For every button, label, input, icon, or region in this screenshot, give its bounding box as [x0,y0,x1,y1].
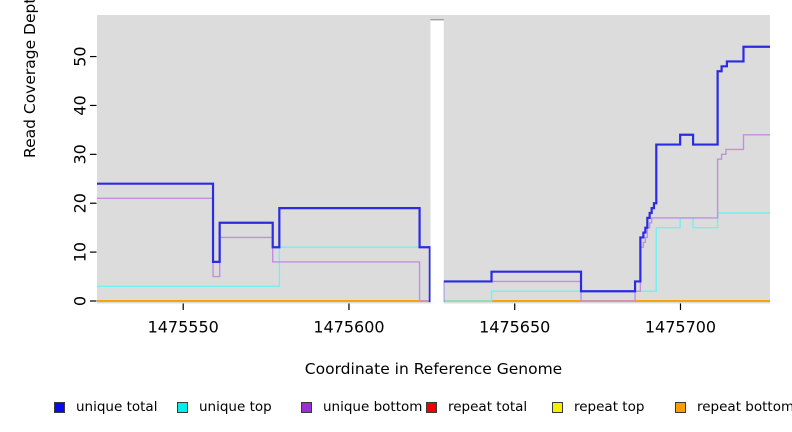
x-tick-label: 1475600 [313,318,384,337]
x-axis-label: Coordinate in Reference Genome [304,360,563,378]
coverage-step-chart: 1475550 1475600 1475650 1475700 0 10 20 30 40 50 [71,15,770,337]
coverage-gap-band [430,20,444,304]
legend-swatch-unique-bottom [301,401,312,413]
legend-swatch-unique-top [177,401,188,413]
legend-label-repeat-total: repeat total [448,399,528,415]
chart-legend: unique total unique top unique bottom repea… [0,399,792,419]
y-tick-label: 10 [71,242,90,262]
legend-item-unique-total: unique total [54,399,157,415]
legend-swatch-unique-total [54,401,65,413]
legend-item-unique-top: unique top [177,399,272,415]
y-tick-label: 50 [71,46,90,66]
legend-label-unique-total: unique total [76,399,158,415]
series-unique-total [97,45,770,303]
y-tick-label: 0 [71,296,90,306]
legend-item-repeat-total: repeat total [426,399,527,415]
series-unique-top [97,212,770,302]
legend-label-repeat-bottom: repeat bottom [697,399,792,415]
legend-swatch-repeat-bottom [675,401,686,413]
legend-label-unique-bottom: unique bottom [323,399,423,415]
legend-label-repeat-top: repeat top [574,399,645,415]
legend-item-repeat-bottom: repeat bottom [675,399,792,415]
x-tick-label: 1475700 [645,318,716,337]
legend-label-unique-top: unique top [199,399,272,415]
series-unique-bottom [97,134,770,302]
x-tick-label: 1475650 [479,318,550,337]
coverage-gap-cap [430,19,444,21]
y-tick-label: 40 [71,95,90,115]
y-tick-label: 30 [71,144,90,164]
legend-swatch-repeat-top [552,401,563,413]
legend-swatch-repeat-total [426,401,437,413]
legend-item-repeat-top: repeat top [552,399,644,415]
y-tick-label: 20 [71,193,90,213]
x-tick-label: 1475550 [148,318,219,337]
legend-item-unique-bottom: unique bottom [301,399,422,415]
